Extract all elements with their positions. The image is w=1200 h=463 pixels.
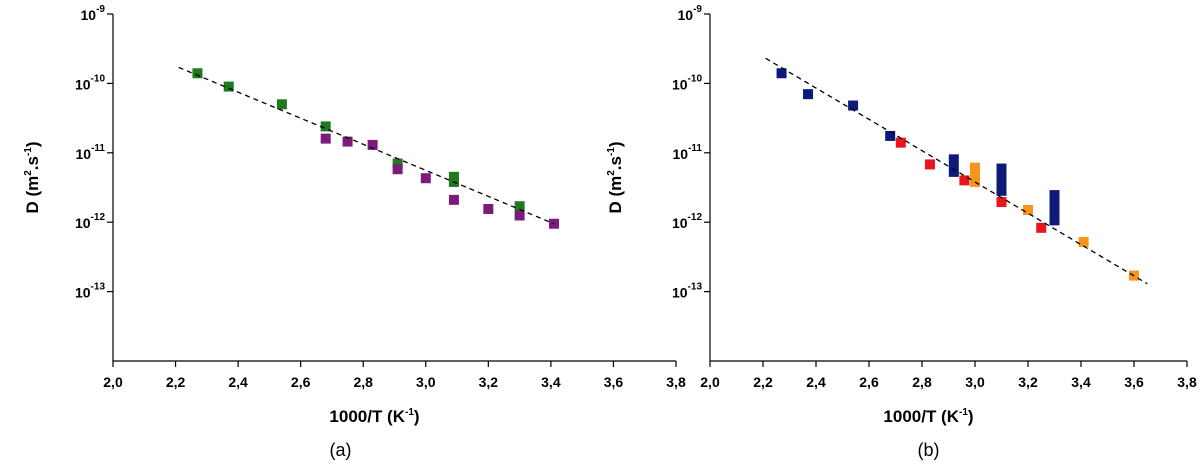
x-tick-label: 3,0 bbox=[965, 374, 985, 390]
range-bar bbox=[1049, 190, 1060, 226]
panel-caption: (a) bbox=[330, 440, 352, 460]
data-point-series-2 bbox=[448, 194, 459, 205]
data-point-series-2 bbox=[392, 164, 403, 175]
y-tick-label: 10-11 bbox=[76, 143, 106, 162]
x-tick-label: 3,2 bbox=[479, 374, 499, 390]
panel-caption: (b) bbox=[918, 440, 940, 460]
fit-line bbox=[178, 66, 555, 225]
data-point-series-3 bbox=[1078, 236, 1089, 247]
data-point-series-1 bbox=[223, 81, 234, 92]
y-tick-label: 10-13 bbox=[75, 282, 105, 301]
data-point-series-1 bbox=[276, 99, 287, 110]
data-point-series-2 bbox=[1036, 222, 1047, 233]
x-tick-label: 3,6 bbox=[604, 374, 624, 390]
x-tick-label: 3,4 bbox=[541, 374, 561, 390]
chart-panel-1: 2,0 2,2 2,4 2,6 2,8 3,0 3,2 3,4 3,6 3,8 10-9 10-10 1… bbox=[23, 4, 686, 460]
data-point-series-1 bbox=[848, 100, 859, 111]
y-tick-label: 10-10 bbox=[672, 73, 702, 92]
y-axis-title: D (m2.s-1) bbox=[23, 141, 42, 213]
x-tick-label: 2,6 bbox=[859, 374, 879, 390]
range-bar bbox=[996, 163, 1007, 196]
data-point-series-1 bbox=[192, 68, 203, 79]
data-point-series-2 bbox=[959, 175, 970, 186]
data-point-series-2 bbox=[996, 197, 1007, 208]
x-tick-label: 2,2 bbox=[753, 374, 773, 390]
x-tick-label: 2,0 bbox=[103, 374, 123, 390]
data-point-series-1 bbox=[885, 130, 896, 141]
x-tick-label: 3,8 bbox=[666, 374, 686, 390]
data-point-series-2 bbox=[483, 203, 494, 214]
data-point-series-2 bbox=[320, 133, 331, 144]
data-point-series-1 bbox=[392, 158, 403, 169]
x-tick-label: 3,0 bbox=[416, 374, 436, 390]
x-axis-title: 1000/T (K-1) bbox=[883, 407, 973, 426]
data-point-series-2 bbox=[367, 139, 378, 150]
data-point-series-2 bbox=[895, 137, 906, 148]
y-axis-title: D (m2.s-1) bbox=[606, 141, 625, 213]
data-point-series-2 bbox=[342, 136, 353, 147]
y-tick-label: 10-9 bbox=[81, 4, 106, 23]
y-tick-label: 10-12 bbox=[672, 212, 702, 231]
data-point-series-2 bbox=[420, 173, 431, 184]
data-point-series-3 bbox=[1023, 204, 1033, 215]
range-bar bbox=[948, 154, 959, 177]
range-bar bbox=[970, 162, 980, 184]
x-tick-label: 3,4 bbox=[1071, 374, 1091, 390]
chart-panel-2: 2,0 2,2 2,4 2,6 2,8 3,0 3,2 3,4 3,6 3,8 10-9 10-10 1… bbox=[606, 4, 1197, 460]
x-tick-label: 2,6 bbox=[291, 374, 311, 390]
y-tick-label: 10-9 bbox=[678, 4, 703, 23]
fit-line bbox=[765, 57, 1148, 285]
data-point-series-1 bbox=[448, 171, 459, 182]
x-tick-label: 2,2 bbox=[166, 374, 186, 390]
x-tick-label: 2,0 bbox=[700, 374, 720, 390]
x-tick-label: 3,2 bbox=[1018, 374, 1038, 390]
data-point-series-2 bbox=[514, 210, 525, 221]
x-tick-label: 2,8 bbox=[912, 374, 932, 390]
data-point-series-2 bbox=[924, 159, 935, 170]
y-tick-label: 10-12 bbox=[75, 212, 105, 231]
data-point-series-1 bbox=[776, 68, 787, 79]
x-axis-title: 1000/T (K-1) bbox=[329, 407, 419, 426]
data-point-series-1 bbox=[803, 89, 814, 100]
data-point-series-1 bbox=[514, 201, 525, 212]
y-tick-label: 10-13 bbox=[672, 282, 702, 301]
y-tick-label: 10-10 bbox=[75, 73, 105, 92]
x-tick-label: 3,6 bbox=[1124, 374, 1144, 390]
x-tick-label: 2,4 bbox=[228, 374, 248, 390]
x-tick-label: 3,8 bbox=[1177, 374, 1197, 390]
x-tick-label: 2,4 bbox=[806, 374, 826, 390]
data-point-series-1 bbox=[320, 121, 331, 132]
y-tick-label: 10-11 bbox=[673, 143, 703, 162]
x-tick-label: 2,8 bbox=[353, 374, 373, 390]
